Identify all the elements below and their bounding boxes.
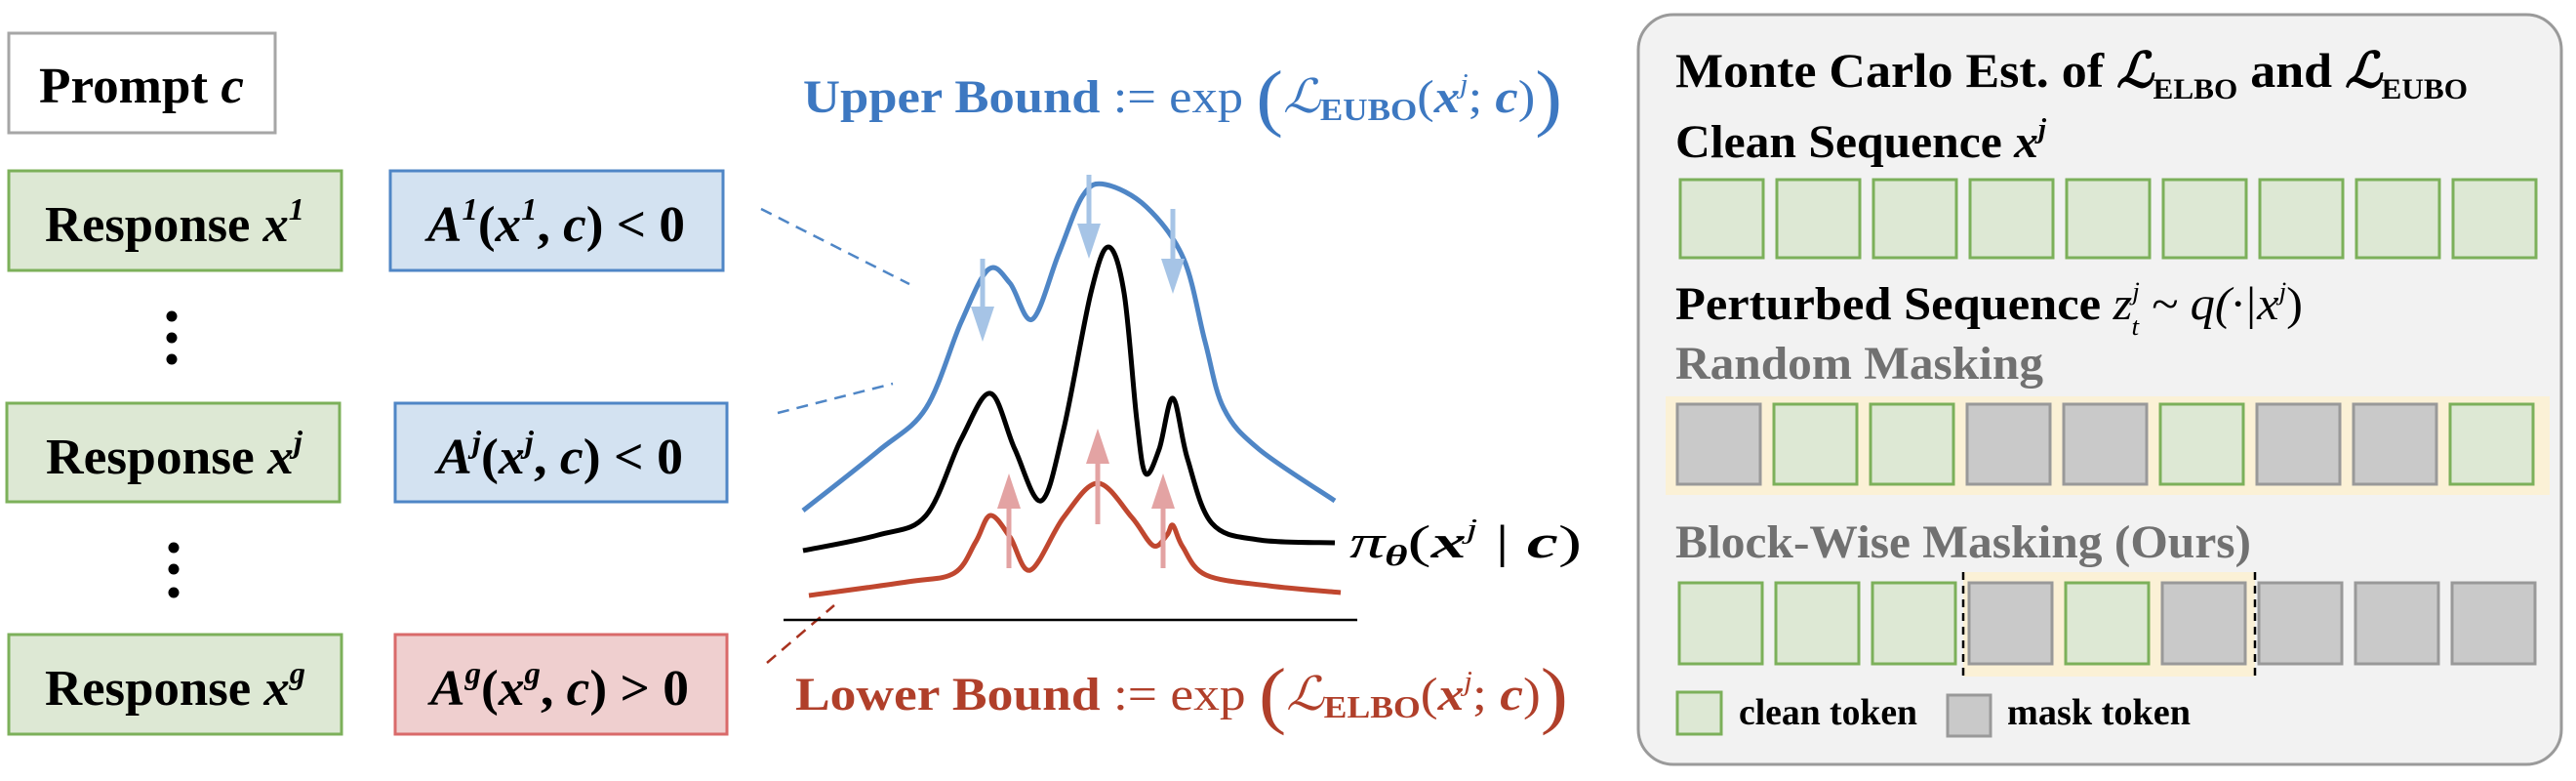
advantage-label: Aj(xj, c) < 0 [434,424,683,485]
arrow-down-icon [1077,175,1101,259]
policy-curve [802,244,1336,554]
random-row-clean-token [2158,402,2245,486]
ellipsis-icon [168,542,180,598]
block-row-mask-token [2257,581,2344,666]
block-row-clean-token [1774,581,1861,666]
monte-carlo-panel: Monte Carlo Est. of ℒELBO and ℒEUBO Clea… [1636,13,2563,766]
block-row-mask-token [2160,581,2247,666]
prompt-box [7,31,277,135]
advantage-box [388,169,725,272]
advantage-box [393,401,729,504]
random-row-mask-token [1965,402,2052,486]
block-masking-label: Block-Wise Masking (Ours) [1675,516,2251,568]
arrow-down-icon [971,259,994,342]
upper-bound-curve [801,181,1337,513]
clean-sequence-label: Clean Sequence xj [1675,114,2046,168]
random-row-clean-token [1772,402,1859,486]
block-row-clean-token [1677,581,1764,666]
clean-row-clean-token [1968,178,2055,260]
clean-row-clean-token [1775,178,1862,260]
block-row-mask-token [2354,581,2440,666]
random-row-mask-token [1675,402,1762,486]
response-box [7,633,343,736]
random-row-mask-token [2062,402,2149,486]
response-box [5,401,342,504]
clean-row-clean-token [2258,178,2345,260]
response-box [7,169,343,272]
ellipsis-icon [166,310,178,365]
prompt-label: Prompt c [39,59,244,114]
response-label: Response x1 [45,191,304,253]
panel-title: Monte Carlo Est. of ℒELBO and ℒEUBO [1675,43,2468,105]
policy-label: π θ(x j | c) [1349,514,1582,572]
legend-mask-swatch [1946,693,1992,738]
block-row-mask-token [1967,581,2054,666]
response-xg: Response xg [7,633,343,736]
random-row-clean-token [2448,402,2535,486]
block-row-mask-token [2450,581,2537,666]
arrow-down-icon [1161,209,1185,294]
response-label: Response xg [45,655,305,717]
advantage-box [393,633,729,736]
clean-row-clean-token [1872,178,1958,260]
random-row-mask-token [2255,402,2342,486]
clean-row-clean-token [2451,178,2538,260]
arrow-up-icon [997,473,1021,568]
response-x1: Response x1 [7,169,343,272]
response-xj: Response xj [5,401,342,504]
clean-row-clean-token [1678,178,1765,260]
response-label: Response xj [46,424,302,485]
advantage-label: A1(x1, c) < 0 [424,191,685,253]
connector-dashed-blue [777,382,894,415]
block-row-clean-token [2064,581,2151,666]
perturbed-sequence-label: Perturbed Sequence zj t ~ q(·| xj) [1675,277,2303,341]
upper-bound-formula: Upper Bound := exp (ℒ EUBO (xj; c)) [803,57,1562,139]
random-masking-label: Random Masking [1675,338,2043,390]
advantage-negative-1: Aj(xj, c) < 0 [393,401,729,504]
arrow-up-icon [1151,473,1175,568]
legend-mask-label: mask token [2007,692,2191,733]
random-row-mask-token [2352,402,2438,486]
advantage-positive-2: Ag(xg, c) > 0 [393,633,729,736]
connector-dashed-red [766,604,835,664]
advantage-label: Ag(xg, c) > 0 [427,655,689,717]
legend-clean-swatch [1675,690,1723,736]
lower-bound-formula: Lower Bound := exp (ℒ ELBO (xj; c)) [795,654,1568,736]
random-row-clean-token [1869,402,1955,486]
clean-row-clean-token [2161,178,2248,260]
advantage-negative-0: A1(x1, c) < 0 [388,169,725,272]
clean-row-clean-token [2355,178,2441,260]
arrow-up-icon [1086,429,1109,524]
connector-dashed-blue [760,207,910,286]
clean-row-clean-token [2065,178,2152,260]
block-row-clean-token [1871,581,1957,666]
legend-clean-label: clean token [1739,692,1917,733]
